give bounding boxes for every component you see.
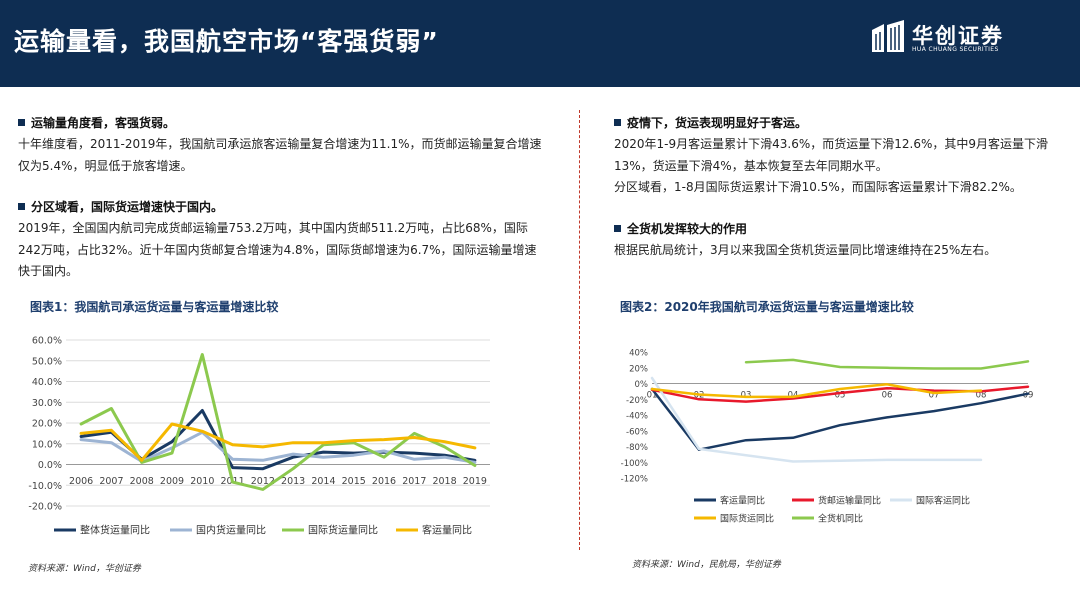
x-tick-label: 05 [835, 391, 846, 401]
page-title: 运输量看，我国航空市场“客强货弱” [14, 27, 439, 56]
x-tick-label: 04 [788, 391, 799, 401]
x-tick-label: 2014 [311, 476, 335, 487]
y-tick-label: -80% [626, 443, 648, 453]
figure-2-title: 图表2：2020年我国航司承运货运量与客运量增速比较 [620, 300, 914, 314]
series-line [650, 383, 983, 399]
figure-2-source: 资料来源：Wind，民航局，华创证券 [632, 560, 781, 570]
header-banner: 运输量看，我国航空市场“客强货弱” 华创证券 HUA CHUANG SECURI… [0, 0, 1080, 87]
x-tick-label: 2012 [251, 476, 275, 487]
left-paragraph-2: 2019年，全国国内航司完成货邮运输量753.2万吨，其中国内货邮511.2万吨… [18, 221, 537, 278]
y-tick-label: -40% [626, 412, 648, 422]
legend-label: 国际货运量同比 [308, 524, 378, 537]
x-tick-label: 2019 [463, 476, 487, 487]
x-tick-label: 06 [882, 391, 893, 401]
brand-subtitle: HUA CHUANG SECURITIES [912, 46, 999, 53]
right-paragraph-1: 2020年1-9月客运量累计下滑43.6%，而货运量下滑12.6%，其中9月客运… [614, 137, 1049, 173]
x-tick-label: 2009 [160, 476, 184, 487]
right-heading-2-text: 全货机发挥较大的作用 [627, 221, 748, 236]
bullet-square-icon [18, 119, 25, 126]
y-tick-label: -60% [626, 427, 648, 437]
y-tick-label: -20.0% [28, 502, 62, 513]
right-paragraph-2: 分区域看，1-8月国际货运累计下滑10.5%，而国际客运量累计下滑82.2%。 [614, 180, 1022, 194]
right-heading-1-text: 疫情下，货运表现明显好于客运。 [627, 116, 808, 130]
y-tick-label: -120% [621, 475, 648, 485]
x-tick-label: 2016 [372, 476, 396, 487]
chart-cargo-passenger-growth-2020: 40%20%0%-20%-40%-60%-80%-100%-120%01 02 03… [621, 349, 1034, 525]
x-tick-label: 09 [1023, 391, 1034, 401]
y-tick-label: 60.0% [32, 336, 62, 347]
legend-label: 客运量同比 [720, 495, 765, 507]
y-tick-label: -20% [626, 396, 648, 406]
series-line [79, 353, 477, 491]
left-paragraph-1: 十年维度看，2011-2019年，我国航司承运旅客运输量复合增速为11.1%，而… [18, 137, 542, 173]
x-tick-label: 01 [647, 391, 658, 401]
y-tick-label: -100% [621, 459, 648, 469]
brand-logo: 华创证券 HUA CHUANG SECURITIES [870, 20, 1040, 54]
series-line [79, 422, 477, 462]
right-heading-2: 全货机发挥较大的作用 [614, 219, 1054, 240]
x-tick-label: 08 [976, 391, 987, 401]
figure-1-source: 资料来源：Wind，华创证券 [28, 564, 141, 574]
right-paragraph-3: 根据民航局统计，3月以来我国全货机货运量同比增速维持在25%左右。 [614, 242, 997, 257]
left-heading-2: 分区域看，国际货运增速快于国内。 [18, 197, 544, 218]
bullet-square-icon [18, 203, 25, 210]
x-tick-label: 2007 [99, 476, 123, 487]
left-heading-1-text: 运输量角度看，客强货弱。 [31, 116, 176, 130]
chart-cargo-passenger-growth-2006-2019: 60.0% 50.0% 40.0% 30.0% 20.0% 10.0% 0.0% -10.0%… [28, 336, 490, 537]
x-tick-label: 2017 [402, 476, 426, 487]
legend-label: 货邮运输量同比 [818, 495, 881, 507]
y-tick-label: 20% [629, 364, 648, 374]
logo-mark-icon [872, 20, 904, 52]
legend-label: 全货机同比 [818, 513, 863, 525]
right-heading-1: 疫情下，货运表现明显好于客运。 [614, 113, 1054, 134]
legend-label: 整体货运量同比 [80, 524, 150, 537]
y-tick-label: 20.0% [32, 419, 62, 430]
left-text-column: 运输量角度看，客强货弱。 十年维度看，2011-2019年，我国航司承运旅客运输… [18, 113, 544, 283]
x-tick-label: 2013 [281, 476, 305, 487]
legend-label: 国内货运量同比 [196, 524, 266, 537]
x-tick-label: 07 [929, 391, 940, 401]
y-tick-label: 50.0% [32, 356, 62, 367]
left-heading-1: 运输量角度看，客强货弱。 [18, 113, 544, 134]
legend-label: 国际客运同比 [916, 495, 970, 507]
y-tick-label: 40% [629, 349, 648, 359]
x-tick-label: 2015 [342, 476, 366, 487]
y-tick-label: -10.0% [28, 481, 62, 492]
figure-1-title: 图表1：我国航司承运货运量与客运量增速比较 [30, 300, 279, 314]
left-heading-2-text: 分区域看，国际货运增速快于国内。 [31, 200, 224, 214]
series-line [650, 376, 983, 463]
bullet-square-icon [614, 119, 621, 126]
bullet-square-icon [614, 224, 621, 232]
x-tick-label: 2008 [130, 476, 154, 487]
y-tick-label: 40.0% [32, 377, 62, 388]
right-text-column: 疫情下，货运表现明显好于客运。 2020年1-9月客运量累计下滑43.6%，而货… [614, 113, 1054, 261]
y-tick-label: 0% [635, 380, 649, 390]
brand-name: 华创证券 [912, 24, 1004, 48]
x-tick-label: 2006 [69, 476, 93, 487]
y-tick-label: 0.0% [38, 460, 62, 471]
x-tick-label: 2018 [432, 476, 456, 487]
series-line [650, 387, 1030, 451]
x-tick-label: 2010 [190, 476, 214, 487]
series-line [744, 358, 1030, 370]
x-tick-label: 03 [741, 391, 752, 401]
y-tick-label: 10.0% [32, 439, 62, 450]
legend-label: 客运量同比 [422, 524, 472, 537]
column-divider [579, 110, 580, 550]
series-line [79, 430, 477, 464]
y-tick-label: 30.0% [32, 398, 62, 409]
legend-label: 国际货运同比 [720, 513, 774, 525]
